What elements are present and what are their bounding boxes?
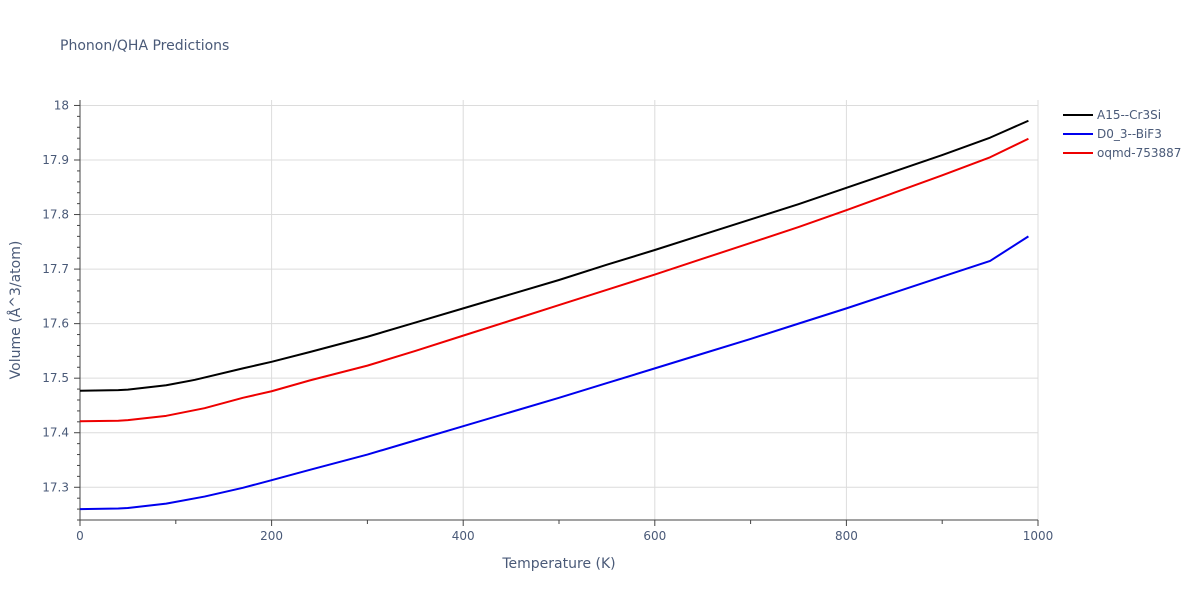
- legend-item[interactable]: D0_3--BiF3: [1063, 127, 1162, 141]
- series-line-D0_3--BiF3[interactable]: [79, 235, 1029, 511]
- legend-item[interactable]: oqmd-753887: [1063, 146, 1181, 160]
- legend-label: A15--Cr3Si: [1097, 108, 1161, 122]
- y-tick-label: 17.9: [42, 153, 69, 167]
- series-layer: [79, 119, 1029, 511]
- x-axis-title: Temperature (K): [501, 556, 615, 572]
- y-tick-label: 17.4: [42, 426, 69, 440]
- x-tick-label: 400: [452, 529, 475, 543]
- y-tick-label: 17.7: [42, 262, 69, 276]
- axes-layer: 0 200 400 600 800 1000 17.3 17.4 17.5 17.6 17.7 17.…: [42, 98, 1053, 543]
- y-tick-label: 17.6: [42, 317, 69, 331]
- series-line-oqmd-753887[interactable]: [79, 137, 1029, 423]
- x-tick-label: 200: [260, 529, 283, 543]
- y-axis-title: Volume (Å^3/atom): [7, 241, 24, 380]
- x-tick-label: 1000: [1023, 529, 1054, 543]
- x-tick-label: 0: [76, 529, 84, 543]
- series-line-A15--Cr3Si[interactable]: [79, 119, 1029, 392]
- legend[interactable]: A15--Cr3Si D0_3--BiF3 oqmd-753887: [1063, 108, 1181, 160]
- legend-item[interactable]: A15--Cr3Si: [1063, 108, 1161, 122]
- grid-layer: [80, 100, 1039, 520]
- y-tick-label: 17.5: [42, 371, 69, 385]
- x-tick-label: 600: [643, 529, 666, 543]
- y-tick-label: 17.8: [42, 208, 69, 222]
- chart-title: Phonon/QHA Predictions: [60, 38, 229, 54]
- y-tick-label: 17.3: [42, 480, 69, 494]
- y-tick-label: 18: [54, 98, 69, 112]
- legend-label: D0_3--BiF3: [1097, 127, 1162, 141]
- legend-label: oqmd-753887: [1097, 146, 1181, 160]
- x-tick-label: 800: [835, 529, 858, 543]
